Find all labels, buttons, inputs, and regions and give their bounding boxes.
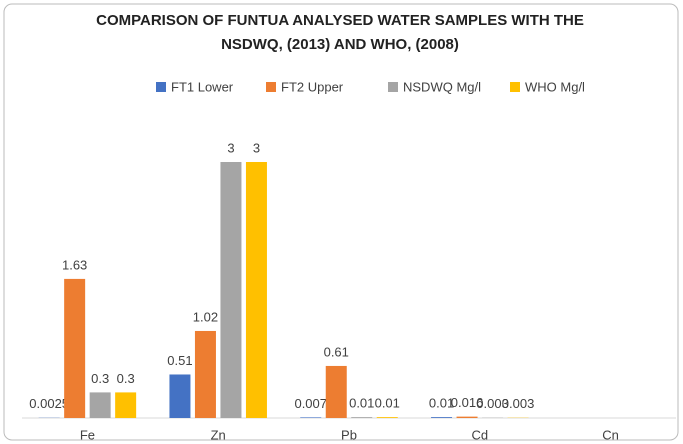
bar (64, 278, 86, 418)
bar (456, 416, 478, 418)
data-label: 1.02 (193, 309, 218, 324)
bar (245, 162, 267, 418)
data-label: 0.01 (429, 396, 454, 411)
bar (220, 162, 242, 418)
data-label: 0.003 (502, 396, 535, 411)
bar (169, 374, 191, 418)
bar (300, 417, 322, 418)
data-label: 0.3 (91, 371, 109, 386)
bar (194, 330, 216, 418)
x-tick-label: Fe (80, 427, 95, 442)
data-label: 0.61 (324, 344, 349, 359)
data-label: 0.003 (476, 396, 509, 411)
legend-label: FT1 Lower (171, 79, 234, 94)
data-label: 3 (227, 140, 234, 155)
legend-swatch (156, 82, 166, 92)
data-label: 0.01 (375, 396, 400, 411)
chart-title: COMPARISON OF FUNTUA ANALYSED WATER SAMP… (96, 12, 584, 29)
legend-label: NSDWQ Mg/l (403, 79, 481, 94)
legend-label: FT2 Upper (281, 79, 344, 94)
x-tick-label: Zn (211, 427, 226, 442)
data-label: 1.63 (62, 257, 87, 272)
data-label: 0.0025 (29, 396, 69, 411)
legend-swatch (388, 82, 398, 92)
data-label: 3 (253, 140, 260, 155)
data-label: 0.007 (294, 396, 327, 411)
bar (431, 417, 453, 418)
chart-border (3, 3, 679, 441)
bar (351, 417, 373, 418)
legend-swatch (266, 82, 276, 92)
legend-label: WHO Mg/l (525, 79, 585, 94)
x-tick-label: Pb (341, 427, 357, 442)
chart-title: NSDWQ, (2013) AND WHO, (2008) (221, 36, 459, 53)
bar (325, 365, 347, 418)
x-tick-label: Cn (602, 427, 619, 442)
bar (115, 392, 137, 418)
data-label: 0.3 (117, 371, 135, 386)
bar (89, 392, 111, 418)
data-label: 0.51 (167, 353, 192, 368)
data-label: 0.01 (349, 396, 374, 411)
bar (376, 417, 398, 418)
legend-swatch (510, 82, 520, 92)
x-tick-label: Cd (471, 427, 488, 442)
data-label: 0.016 (451, 395, 484, 410)
